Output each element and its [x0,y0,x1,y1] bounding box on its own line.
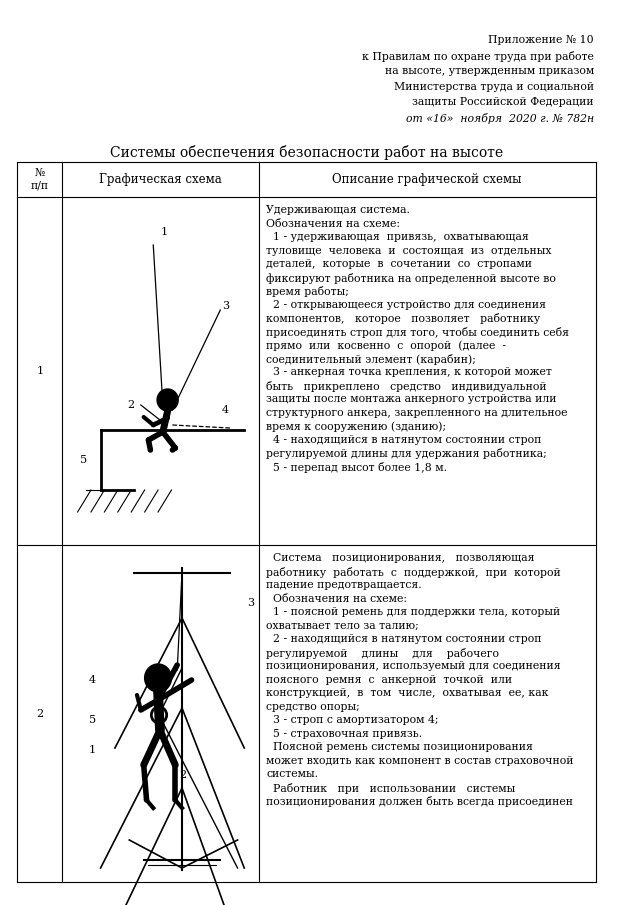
Text: 2 - находящийся в натянутом состоянии строп: 2 - находящийся в натянутом состоянии ст… [266,634,542,644]
Text: к Правилам по охране труда при работе: к Правилам по охране труда при работе [362,51,594,62]
Text: 1: 1 [36,366,44,376]
Text: деталей,  которые  в  сочетании  со  стропами: деталей, которые в сочетании со стропами [266,259,532,269]
Text: Система   позиционирования,   позволяющая: Система позиционирования, позволяющая [266,553,535,563]
Text: 3: 3 [247,598,254,608]
Circle shape [157,389,178,411]
Text: 3: 3 [222,301,229,311]
Text: быть   прикреплено   средство   индивидуальной: быть прикреплено средство индивидуальной [266,380,547,392]
Text: 1 - удерживающая  привязь,  охватывающая: 1 - удерживающая привязь, охватывающая [266,232,529,242]
Text: 1 - поясной ремень для поддержки тела, который: 1 - поясной ремень для поддержки тела, к… [266,607,561,617]
Text: позиционирования должен быть всегда присоединен: позиционирования должен быть всегда прис… [266,796,573,807]
Text: компонентов,   которое   позволяет   работнику: компонентов, которое позволяет работнику [266,313,541,324]
Text: Описание графической схемы: Описание графической схемы [332,173,522,186]
Text: 4: 4 [89,675,96,685]
Text: защиты Российской Федерации: защиты Российской Федерации [412,97,594,107]
Text: защиты после монтажа анкерного устройства или: защиты после монтажа анкерного устройств… [266,394,557,404]
Text: Системы обеспечения безопасности работ на высоте: Системы обеспечения безопасности работ н… [110,145,503,160]
Text: присоединять строп для того, чтобы соединить себя: присоединять строп для того, чтобы соеди… [266,327,570,338]
Text: соединительный элемент (карабин);: соединительный элемент (карабин); [266,354,476,365]
Text: 4 - находящийся в натянутом состоянии строп: 4 - находящийся в натянутом состоянии ст… [266,434,541,444]
Text: средство опоры;: средство опоры; [266,701,360,711]
Text: позиционирования, используемый для соединения: позиционирования, используемый для соеди… [266,661,561,671]
Text: Удерживающая система.: Удерживающая система. [266,205,410,215]
Text: 5: 5 [89,715,96,725]
Text: регулируемой длины для удержания работника;: регулируемой длины для удержания работни… [266,448,547,459]
Text: от «16»  ноября  2020 г. № 782н: от «16» ноября 2020 г. № 782н [406,112,594,123]
Text: 1: 1 [161,227,168,237]
Text: Обозначения на схеме:: Обозначения на схеме: [266,594,407,604]
Text: работнику  работать  с  поддержкой,  при  которой: работнику работать с поддержкой, при кот… [266,567,561,577]
Text: время работы;: время работы; [266,286,349,297]
Text: Поясной ремень системы позиционирования: Поясной ремень системы позиционирования [266,742,533,752]
Text: №
п/п: № п/п [31,168,49,191]
Text: охватывает тело за талию;: охватывает тело за талию; [266,621,419,631]
Text: прямо  или  косвенно  с  опорой  (далее  -: прямо или косвенно с опорой (далее - [266,340,506,350]
Text: Приложение № 10: Приложение № 10 [488,35,594,45]
Text: 3 - строп с амортизатором 4;: 3 - строп с амортизатором 4; [266,715,439,725]
Text: Работник   при   использовании   системы: Работник при использовании системы [266,783,516,794]
Text: 2: 2 [36,709,44,719]
Text: 2: 2 [179,770,186,780]
Text: Обозначения на схеме:: Обозначения на схеме: [266,218,400,228]
Text: падение предотвращается.: падение предотвращается. [266,580,422,590]
Text: системы.: системы. [266,769,318,779]
Text: 2: 2 [127,400,135,410]
Text: Министерства труда и социальной: Министерства труда и социальной [394,81,594,91]
Text: на высоте, утвержденным приказом: на высоте, утвержденным приказом [385,66,594,76]
Text: время к сооружению (зданию);: время к сооружению (зданию); [266,421,447,432]
Text: 5 - перепад высот более 1,8 м.: 5 - перепад высот более 1,8 м. [266,462,447,472]
Text: 5: 5 [80,455,87,465]
Text: поясного  ремня  с  анкерной  точкой  или: поясного ремня с анкерной точкой или [266,674,513,684]
Text: фиксируют работника на определенной высоте во: фиксируют работника на определенной высо… [266,272,556,283]
Text: структурного анкера, закрепленного на длительное: структурного анкера, закрепленного на дл… [266,407,568,417]
Text: 5 - страховочная привязь.: 5 - страховочная привязь. [266,729,422,738]
Text: 2 - открывающееся устройство для соединения: 2 - открывающееся устройство для соедине… [266,300,547,310]
Text: может входить как компонент в состав страховочной: может входить как компонент в состав стр… [266,756,574,766]
Text: Графическая схема: Графическая схема [99,173,222,186]
Text: регулируемой    длины    для    рабочего: регулируемой длины для рабочего [266,647,499,659]
Text: 4: 4 [221,405,228,415]
Text: туловище  человека  и  состоящая  из  отдельных: туловище человека и состоящая из отдельн… [266,245,552,255]
Text: 3 - анкерная точка крепления, к которой может: 3 - анкерная точка крепления, к которой … [266,367,552,377]
Text: 1: 1 [89,745,96,755]
Circle shape [145,664,172,692]
Text: конструкцией,  в  том  числе,  охватывая  ее, как: конструкцией, в том числе, охватывая ее,… [266,688,548,698]
